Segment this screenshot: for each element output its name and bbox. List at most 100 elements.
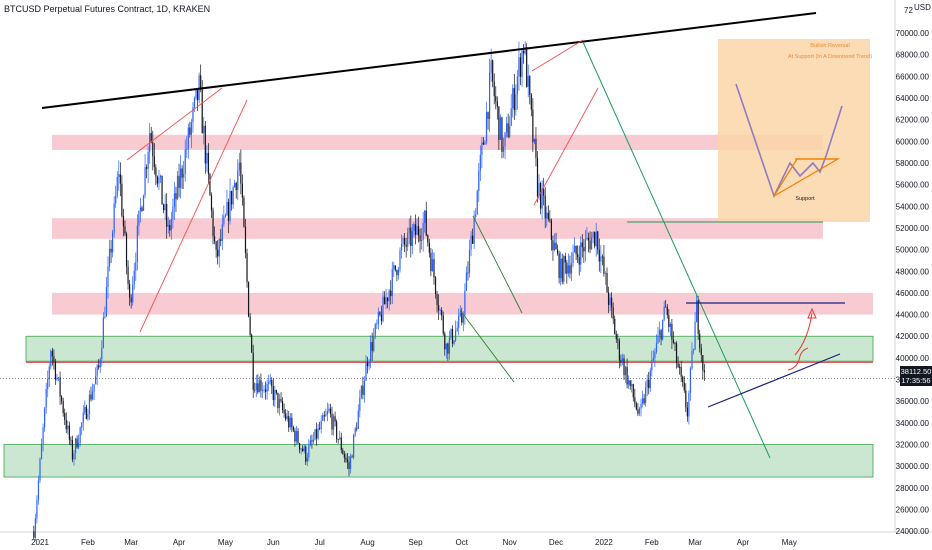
support-zone — [3, 444, 874, 478]
candle-body — [275, 390, 277, 393]
candle-body — [269, 380, 271, 383]
candle-body — [294, 430, 296, 442]
candle-body — [306, 457, 308, 462]
candle-body — [209, 174, 211, 196]
candle-body — [566, 262, 568, 274]
candle-body — [289, 417, 291, 428]
candle-body — [598, 249, 600, 262]
candle-body — [295, 431, 298, 442]
annotation-line2: At Support (In A Downtrend Trend) — [788, 54, 872, 60]
candle-body — [543, 189, 545, 196]
candle-body — [472, 235, 474, 244]
candle-body — [62, 400, 64, 414]
candle-body — [374, 324, 376, 336]
candle-body — [518, 57, 520, 77]
candle-body — [390, 290, 392, 297]
candle-body — [502, 146, 505, 152]
candle-body — [700, 348, 702, 356]
candle-body — [430, 252, 432, 272]
candle-body — [187, 127, 189, 149]
resistance-zone — [52, 292, 873, 315]
price-tick: 48000.00 — [896, 267, 930, 276]
candle-body — [679, 367, 681, 368]
candle-body — [526, 47, 528, 87]
candle-body — [292, 426, 294, 431]
candle-body — [620, 360, 622, 363]
candle-body — [95, 376, 97, 385]
candle-body — [563, 256, 565, 282]
candle-body — [536, 157, 539, 197]
candle-body — [309, 440, 311, 446]
candle-body — [428, 242, 430, 253]
candle-body — [235, 183, 237, 190]
candle-body — [637, 409, 639, 414]
candle-body — [224, 215, 226, 217]
candle-body — [467, 272, 469, 274]
candle-body — [468, 249, 471, 273]
candle-body — [363, 380, 366, 395]
candle-body — [532, 109, 534, 143]
candle-body — [271, 380, 273, 387]
candle-body — [425, 210, 427, 236]
candle-body — [317, 428, 319, 439]
time-tick: May — [218, 538, 233, 547]
candle-body — [158, 177, 160, 184]
time-axis[interactable]: 2021 Feb Mar Apr May Jun Jul Aug Sep Oct Nov Dec 202… — [31, 538, 797, 547]
candle-body — [666, 306, 668, 316]
candle-body — [223, 216, 225, 225]
candle-body — [141, 207, 143, 211]
price-tick: 50000.00 — [896, 246, 930, 255]
price-tick: 68000.00 — [896, 51, 930, 60]
candle-body — [510, 108, 512, 126]
candle-body — [161, 175, 163, 205]
candle-body — [105, 286, 108, 317]
candle-body — [254, 389, 256, 391]
candle-body — [421, 239, 423, 242]
bull-flag-upper — [472, 215, 523, 314]
candle-body — [550, 220, 552, 241]
candle-body — [210, 195, 213, 211]
price-tick: 34000.00 — [896, 419, 930, 428]
candle-body — [419, 235, 421, 242]
candle-body — [495, 96, 497, 102]
last-price-value: 38112.50 — [900, 367, 932, 376]
time-tick: May — [782, 538, 797, 547]
candle-body — [64, 413, 66, 420]
candle-body — [230, 191, 233, 205]
candle-body — [116, 176, 118, 196]
candle-body — [549, 219, 551, 221]
candle-body — [201, 89, 203, 134]
candle-body — [490, 60, 492, 73]
candle-body — [455, 330, 457, 341]
candle-body — [366, 362, 369, 367]
candle-body — [481, 142, 483, 155]
candle-body — [36, 500, 38, 519]
candle-body — [57, 377, 60, 379]
candle-body — [243, 197, 245, 227]
candle-body — [391, 269, 393, 297]
candle-body — [353, 434, 355, 458]
candle-body — [675, 343, 678, 364]
candle-body — [617, 339, 619, 341]
candle-body — [246, 253, 248, 283]
candle-body — [48, 366, 50, 379]
candle-body — [703, 370, 705, 373]
candle-body — [442, 315, 444, 334]
candle-body — [414, 224, 417, 235]
candle-body — [370, 342, 372, 363]
candle-body — [61, 396, 63, 401]
candle-body — [261, 390, 264, 391]
candle-body — [399, 250, 401, 270]
candle-body — [527, 76, 529, 87]
candle-body — [346, 459, 349, 463]
candle-body — [147, 152, 149, 169]
candle-body — [266, 384, 268, 392]
candle-body — [648, 379, 650, 389]
time-tick: Aug — [360, 538, 374, 547]
candle-body — [578, 257, 580, 265]
candle-body — [611, 297, 613, 308]
candle-body — [621, 358, 624, 363]
price-axis[interactable]: 70000.00 68000.00 66000.00 64000.00 62000.00… — [896, 3, 931, 536]
candle-body — [530, 94, 532, 110]
